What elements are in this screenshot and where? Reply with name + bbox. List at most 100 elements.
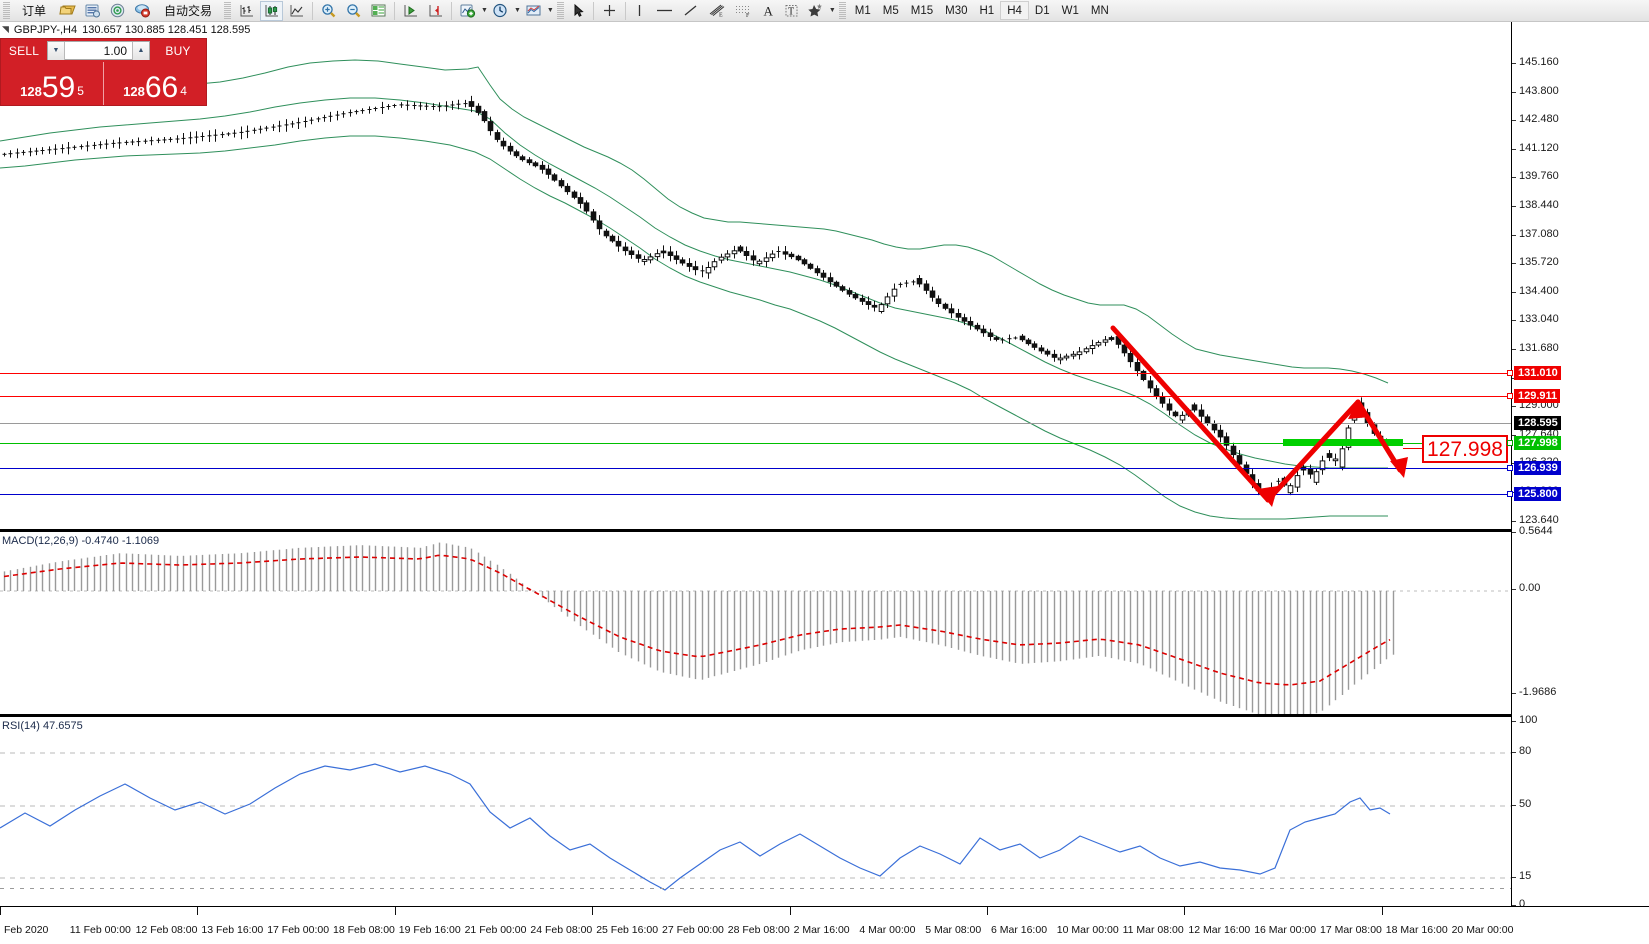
- time-tick-label: 17 Mar 08:00: [1320, 924, 1382, 936]
- toolbar-grip-4[interactable]: [838, 2, 846, 19]
- price-tag-125800[interactable]: 125.800: [1514, 487, 1561, 501]
- text-label-icon[interactable]: A: [758, 1, 779, 21]
- rsi-chart-svg: [0, 752, 1511, 891]
- pane-divider-macd-rsi[interactable]: [0, 714, 1511, 717]
- price-tag-129911[interactable]: 129.911: [1514, 389, 1561, 403]
- bollinger-lower-band: [0, 135, 1388, 520]
- terminal-icon[interactable]: [81, 1, 104, 21]
- time-tick-label: 20 Mar 00:00: [1451, 924, 1514, 936]
- svg-text:F: F: [746, 13, 750, 18]
- one-click-trading-panel[interactable]: SELL ▼ 1.00 ▲ BUY 128 59 5 128 66 4: [0, 38, 207, 106]
- price-tag-handle[interactable]: [1507, 491, 1513, 497]
- channel-icon[interactable]: F: [731, 1, 756, 21]
- timeframe-d1[interactable]: D1: [1034, 4, 1050, 17]
- autotrading-button[interactable]: 自动交易: [164, 4, 213, 18]
- indicators-icon[interactable]: [456, 1, 479, 21]
- time-tick-label: 21 Feb 00:00: [464, 924, 527, 936]
- toolbar-grip[interactable]: [3, 2, 10, 19]
- volume-increment-icon[interactable]: ▲: [132, 41, 149, 60]
- callout-connector: [1403, 448, 1423, 449]
- price-tick-label: 135.720: [1519, 256, 1559, 269]
- price-tick-label: 134.400: [1519, 284, 1559, 297]
- timeframe-h1[interactable]: H1: [979, 4, 995, 17]
- bollinger-upper-band: [0, 59, 1389, 384]
- timeframe-w1[interactable]: W1: [1061, 4, 1079, 17]
- price-tag-handle[interactable]: [1507, 440, 1513, 446]
- volume-decrement-icon[interactable]: ▼: [48, 41, 65, 60]
- price-tick-label: 138.440: [1519, 199, 1559, 211]
- volume-value[interactable]: 1.00: [103, 43, 127, 58]
- symbol-header: ◥ GBPJPY-,H4 130.657 130.885 128.451 128…: [0, 22, 1649, 37]
- rsi-line: [0, 763, 1391, 891]
- toolbar-grip-3[interactable]: [556, 2, 564, 19]
- price-tag-126939[interactable]: 126.939: [1514, 461, 1561, 475]
- horizontal-line-icon[interactable]: [652, 1, 677, 21]
- price-tag-handle[interactable]: [1507, 393, 1513, 399]
- period-dropdown-caret[interactable]: ▼: [513, 7, 521, 14]
- timeframe-m15[interactable]: M15: [910, 4, 934, 17]
- text-icon[interactable]: T: [781, 1, 802, 21]
- candlestick-chart-icon[interactable]: [260, 0, 284, 21]
- toolbar-grip-2[interactable]: [224, 2, 232, 19]
- price-tag-127998[interactable]: 127.998: [1514, 436, 1561, 450]
- price-tag-handle[interactable]: [1507, 370, 1513, 376]
- time-tick-label: 6 Mar 16:00: [991, 924, 1048, 936]
- hline-125800[interactable]: [0, 494, 1511, 495]
- price-tick-label: 123.640: [1519, 513, 1559, 526]
- timeframe-mn[interactable]: MN: [1090, 4, 1109, 17]
- hline-127998[interactable]: [0, 443, 1511, 444]
- tile-windows-icon[interactable]: [367, 1, 390, 21]
- timeframe-m1[interactable]: M1: [854, 4, 871, 17]
- volume-stepper[interactable]: ▼ 1.00 ▲: [47, 41, 150, 60]
- auto-scroll-icon[interactable]: [424, 1, 447, 21]
- autotrading-icon[interactable]: [131, 1, 154, 21]
- sell-button[interactable]: SELL: [1, 39, 47, 62]
- zoom-in-icon[interactable]: [317, 1, 340, 21]
- orders-button[interactable]: 订单: [22, 4, 47, 18]
- line-chart-icon[interactable]: [285, 1, 308, 21]
- time-tick-mark: [197, 907, 199, 915]
- price-tag-131010[interactable]: 131.010: [1514, 366, 1561, 380]
- time-tick-label: Feb 2020: [4, 924, 49, 936]
- cursor-icon[interactable]: [568, 1, 589, 21]
- folder-icon[interactable]: [56, 1, 79, 21]
- shapes-icon[interactable]: [804, 1, 827, 21]
- shapes-dropdown-caret[interactable]: ▼: [828, 7, 836, 14]
- indicators-dropdown-caret[interactable]: ▼: [481, 7, 488, 14]
- crosshair-icon[interactable]: [598, 1, 621, 21]
- rsi-pane[interactable]: RSI(14) 47.6575: [0, 718, 1511, 906]
- buy-price[interactable]: 128 66 4: [103, 62, 206, 105]
- hline-126939[interactable]: [0, 468, 1511, 469]
- price-callout-box[interactable]: 127.998: [1422, 435, 1508, 463]
- fibonacci-icon[interactable]: E: [704, 1, 729, 21]
- hline-131010[interactable]: [0, 373, 1511, 374]
- arrow-head-down: [1390, 457, 1408, 478]
- zigzag-arrow-drawing[interactable]: [0, 37, 1511, 531]
- pane-divider-price-macd[interactable]: [0, 529, 1511, 532]
- timeframe-h4[interactable]: H4: [1000, 1, 1029, 20]
- zoom-out-icon[interactable]: [342, 1, 365, 21]
- chart-shift-icon[interactable]: [399, 1, 422, 21]
- price-scale[interactable]: 145.160 143.800 142.480 141.120 139.760 138.4…: [1507, 22, 1649, 910]
- templates-dropdown-caret[interactable]: ▼: [546, 7, 554, 14]
- price-chart-pane[interactable]: 127.998: [0, 37, 1511, 531]
- vertical-line-icon[interactable]: [630, 1, 650, 21]
- timeframe-m5[interactable]: M5: [882, 4, 899, 17]
- price-tick-label: 133.040: [1519, 313, 1559, 326]
- price-tag-handle[interactable]: [1507, 465, 1513, 471]
- trendline-icon[interactable]: [679, 1, 702, 21]
- price-tag-128595[interactable]: 128.595: [1514, 416, 1561, 430]
- templates-icon[interactable]: [522, 1, 545, 21]
- macd-pane[interactable]: MACD(12,26,9) -0.4740 -1.1069: [0, 533, 1511, 716]
- sell-price[interactable]: 128 59 5: [1, 62, 103, 105]
- support-band-drawing[interactable]: [1283, 439, 1403, 446]
- period-icon[interactable]: [489, 1, 512, 21]
- bar-chart-icon[interactable]: [235, 1, 258, 21]
- timeframe-m30[interactable]: M30: [945, 4, 968, 17]
- navigator-icon[interactable]: [106, 1, 129, 21]
- buy-button[interactable]: BUY: [150, 39, 206, 62]
- buy-price-big: 66: [144, 71, 179, 104]
- hline-129911[interactable]: [0, 396, 1511, 397]
- time-scale[interactable]: Feb 2020 11 Feb 00:00 12 Feb 08:00 13 Feb 1…: [0, 906, 1649, 944]
- price-callout-value: 127.998: [1427, 437, 1503, 461]
